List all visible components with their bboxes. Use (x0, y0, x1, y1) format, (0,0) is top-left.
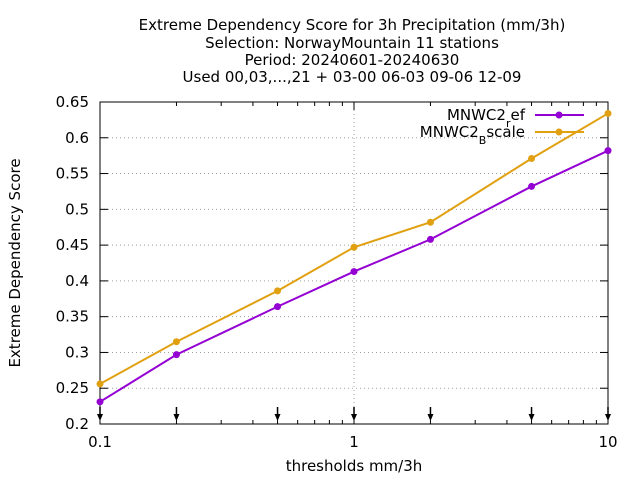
x-tick-label: 1 (349, 433, 359, 451)
threshold-marker-arrow (274, 407, 281, 421)
data-point-series-2 (604, 109, 612, 117)
series (96, 109, 612, 406)
title-line-3: Period: 20240601-20240630 (245, 51, 460, 69)
legend-marker-1 (555, 111, 563, 119)
threshold-marker-arrow (351, 407, 357, 421)
legend-label-2: MNWC2Bscale (420, 123, 525, 147)
y-tick-label: 0.55 (56, 165, 89, 183)
threshold-marker-arrow (97, 407, 103, 421)
x-tick-label: 0.1 (88, 433, 112, 451)
threshold-marker-head (528, 414, 535, 421)
grid (100, 102, 608, 424)
x-axis-label: thresholds mm/3h (286, 457, 423, 475)
threshold-marker-head (605, 414, 611, 421)
y-tick-label: 0.6 (65, 129, 89, 147)
threshold-marker-head (427, 414, 434, 421)
data-point-series-2 (172, 338, 180, 346)
y-tick-label: 0.25 (56, 379, 89, 397)
threshold-marker-arrow (605, 407, 611, 421)
y-axis-label: Extreme Dependency Score (6, 158, 24, 367)
chart-title: Extreme Dependency Score for 3h Precipit… (139, 16, 566, 86)
data-point-series-1 (274, 303, 282, 311)
y-tick-label: 0.3 (65, 343, 89, 361)
x-tick-labels: 0.1 1 10 (88, 433, 617, 451)
data-point-series-2 (274, 287, 282, 295)
y-tick-label: 0.4 (65, 272, 89, 290)
data-point-series-2 (350, 243, 358, 251)
threshold-marker-arrow (528, 407, 535, 421)
data-point-series-1 (426, 235, 434, 243)
data-point-series-1 (604, 147, 612, 155)
y-tick-label: 0.2 (65, 415, 89, 433)
y-tick-labels: 0.2 0.25 0.3 0.35 0.4 0.45 0.5 0.55 0.6 0.65 (56, 93, 89, 433)
y-tick-label: 0.35 (56, 308, 89, 326)
y-tick-label: 0.65 (56, 93, 89, 111)
threshold-marker-head (274, 414, 281, 421)
threshold-markers (97, 407, 611, 421)
y-tick-label: 0.45 (56, 236, 89, 254)
threshold-marker-head (351, 414, 357, 421)
data-point-series-1 (96, 398, 104, 406)
data-point-series-1 (172, 351, 180, 359)
legend-label-1: MNWC2ref (447, 106, 526, 130)
title-line-4: Used 00,03,...,21 + 03-00 06-03 09-06 12… (183, 68, 522, 86)
data-point-series-2 (528, 155, 536, 163)
tick-marks (99, 101, 609, 425)
title-line-2: Selection: NorwayMountain 11 stations (205, 34, 499, 52)
data-point-series-2 (96, 380, 104, 388)
title-line-1: Extreme Dependency Score for 3h Precipit… (139, 16, 566, 34)
data-point-series-1 (528, 182, 536, 190)
y-tick-label: 0.5 (65, 200, 89, 218)
threshold-marker-head (97, 414, 103, 421)
threshold-marker-arrow (173, 407, 180, 421)
threshold-marker-head (173, 414, 180, 421)
legend-marker-2 (555, 128, 563, 136)
threshold-marker-arrow (427, 407, 434, 421)
x-tick-label: 10 (598, 433, 617, 451)
data-point-series-2 (426, 218, 434, 226)
data-point-series-1 (350, 268, 358, 276)
